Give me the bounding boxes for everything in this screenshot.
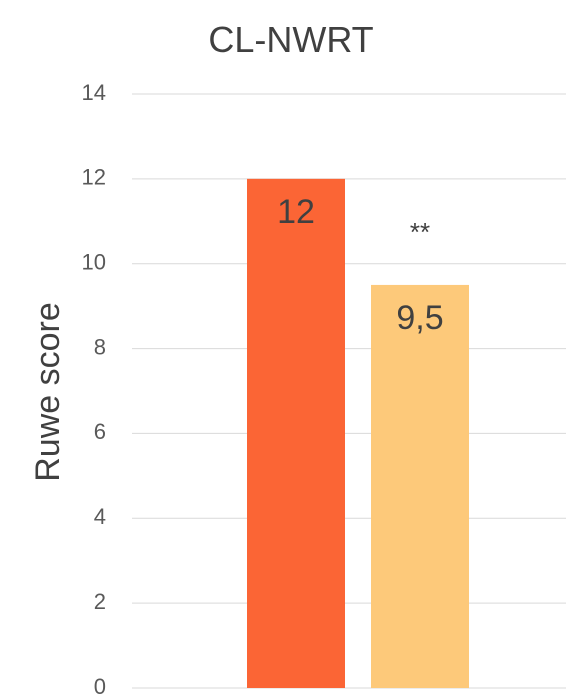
- bar-1: [371, 284, 469, 688]
- y-tick-label-6: 12: [82, 165, 106, 190]
- y-tick-label-0: 0: [94, 674, 106, 694]
- significance-annotation-0: **: [410, 217, 430, 247]
- data-label-1: 9,5: [396, 299, 443, 337]
- y-tick-label-4: 8: [94, 334, 106, 359]
- y-tick-labels: 0 2 4 6 8 10 12 14: [82, 80, 106, 694]
- y-tick-label-1: 2: [94, 589, 106, 614]
- data-labels: 12 9,5 **: [277, 193, 444, 337]
- bar-0: [247, 178, 345, 688]
- y-tick-label-3: 6: [94, 419, 106, 444]
- chart-title: CL-NWRT: [208, 19, 373, 60]
- y-tick-label-7: 14: [82, 80, 106, 105]
- y-tick-label-2: 4: [94, 504, 106, 529]
- y-axis-label: Ruwe score: [29, 302, 67, 482]
- y-tick-label-5: 10: [82, 250, 106, 275]
- gridlines: [132, 93, 566, 689]
- bars: [247, 178, 469, 688]
- data-label-0: 12: [277, 193, 315, 231]
